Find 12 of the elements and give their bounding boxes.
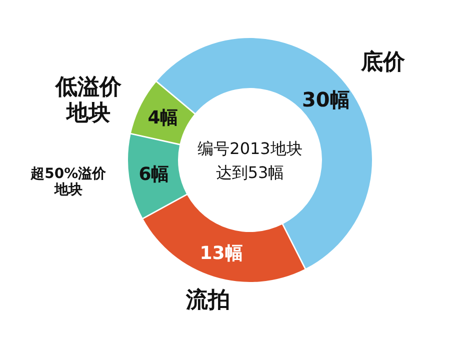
slice-label: 底价 (361, 50, 406, 75)
data-label: 4幅 (148, 107, 178, 128)
slice-label: 超50%溢价地块 (30, 166, 108, 198)
data-label: 13幅 (200, 242, 243, 264)
slice-label: 流拍 (184, 288, 231, 313)
text: 达到53幅 (216, 163, 284, 182)
slice-label: 低溢价地块 (54, 75, 123, 126)
data-label: 6幅 (138, 164, 170, 185)
donut-slice (128, 134, 186, 218)
data-label: 30幅 (302, 88, 350, 112)
text: 编号2013地块 (198, 139, 302, 158)
donut-slice (143, 195, 305, 282)
